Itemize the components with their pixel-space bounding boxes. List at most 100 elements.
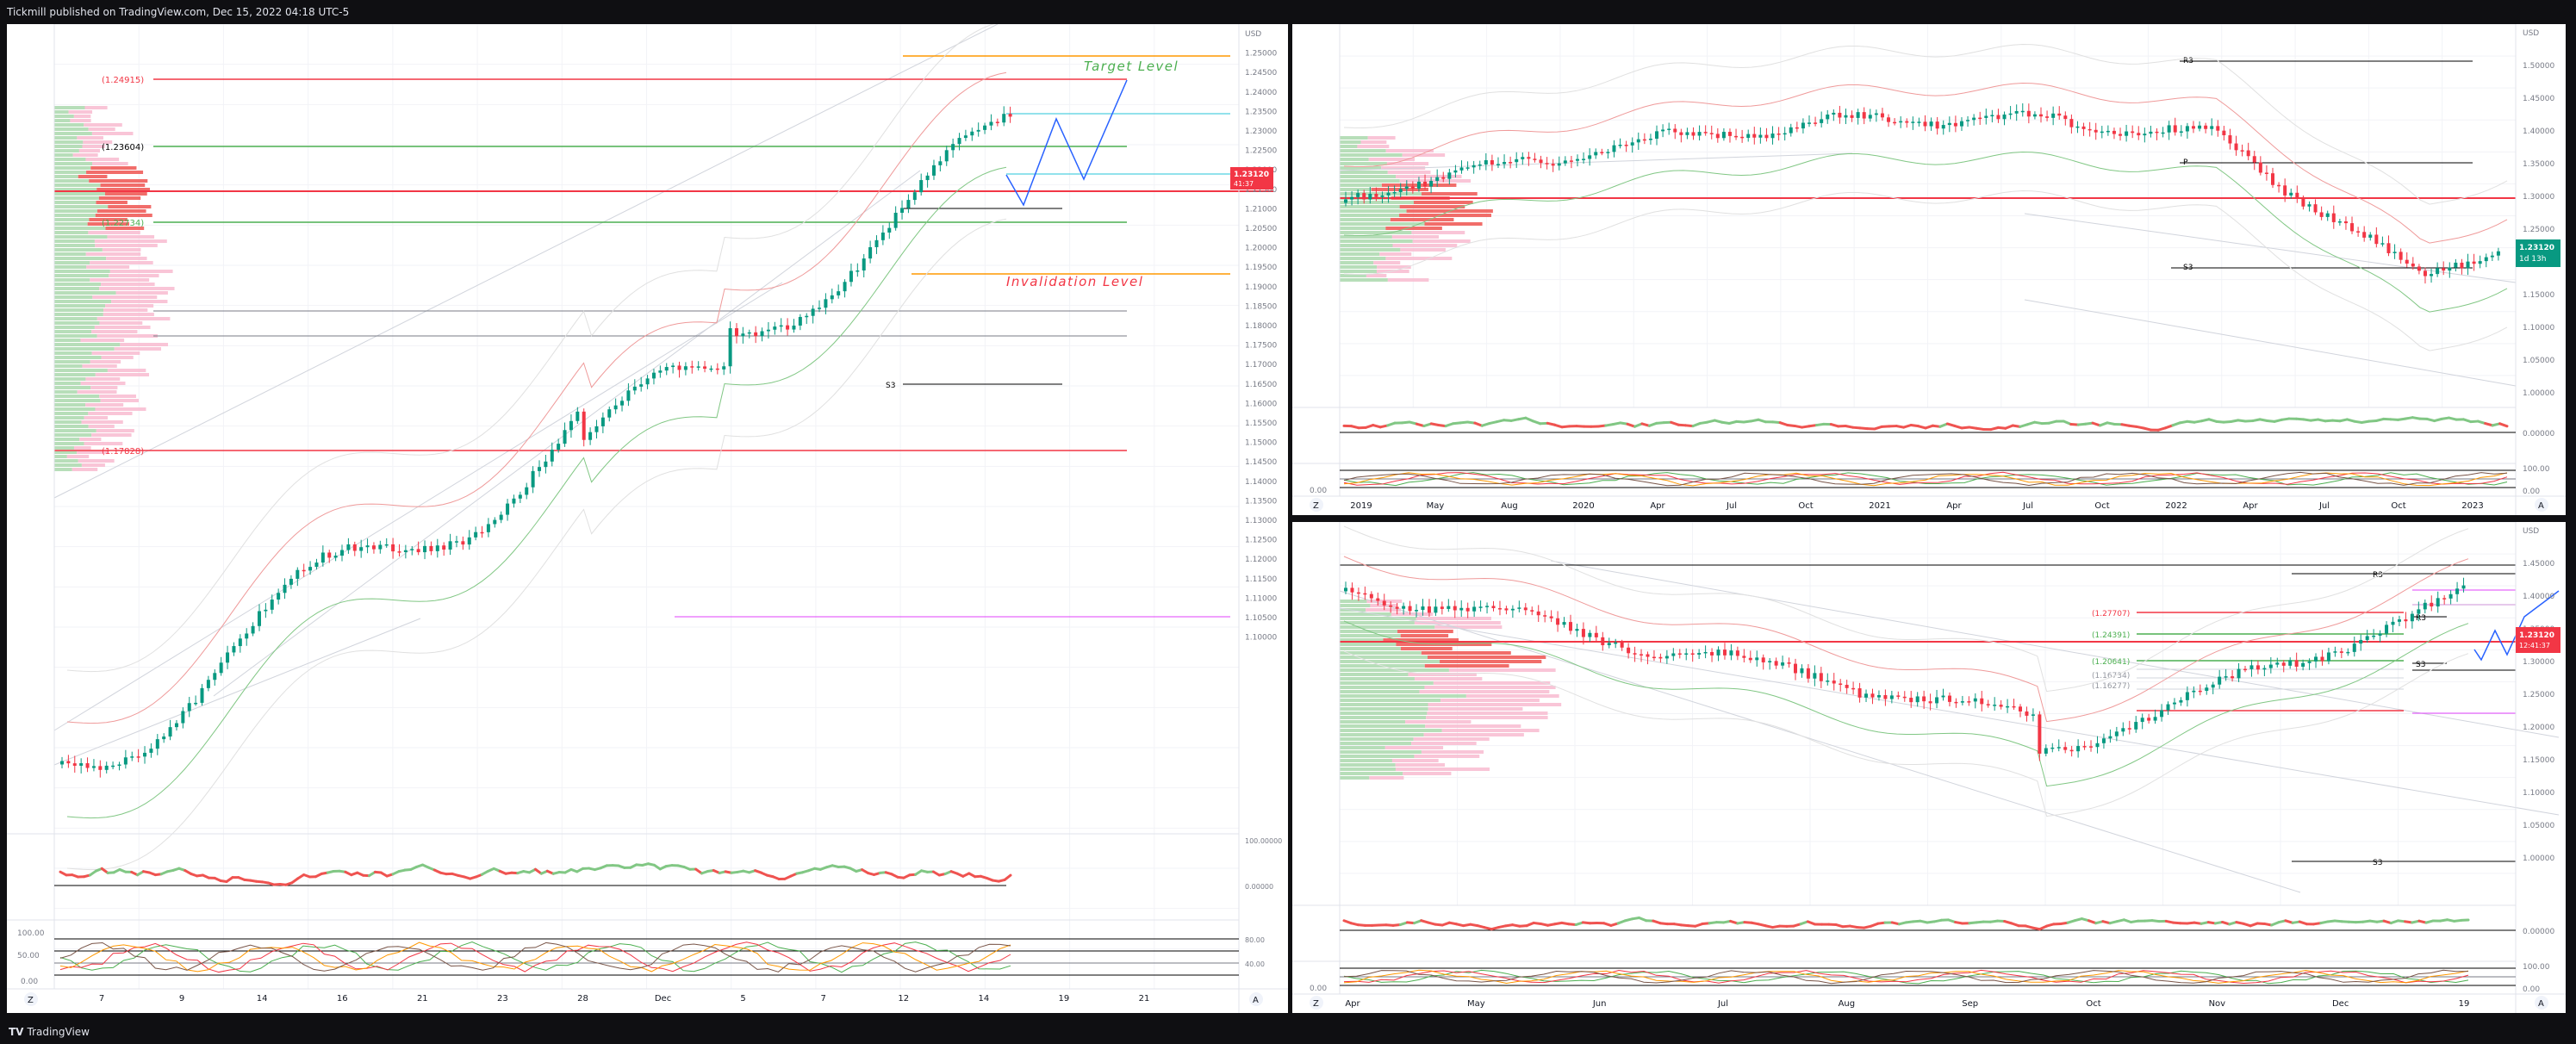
top-right-auto-button[interactable] xyxy=(2535,498,2548,512)
volume-profile-bar-down xyxy=(1384,746,1444,749)
volume-profile-bar-down xyxy=(106,257,147,260)
price-axis-label: 1.40000 xyxy=(2523,593,2554,601)
volume-profile-bar-up xyxy=(54,455,67,458)
candle-body xyxy=(1549,616,1553,618)
stochastic-line xyxy=(59,941,1011,973)
bottom-right-level-label-4: (1.16734) xyxy=(2092,672,2130,680)
candle-body xyxy=(1909,698,1913,703)
volume-profile-bar-up xyxy=(54,106,85,109)
candle-body xyxy=(887,227,892,233)
volume-profile-bar-down xyxy=(103,308,148,312)
volume-profile-bar-up xyxy=(1340,690,1420,693)
volume-profile-bar-up xyxy=(54,412,89,415)
volume-profile-bar-up xyxy=(1340,703,1428,706)
volume-profile-bar-down xyxy=(1390,218,1454,221)
candle-body xyxy=(1832,112,1836,115)
volume-profile-bar-down xyxy=(104,192,147,196)
left-osc2-left-50: 50.00 xyxy=(17,952,40,960)
volume-profile-bar-down xyxy=(66,455,90,458)
volume-profile-bar-down xyxy=(1373,261,1401,264)
candle-body xyxy=(371,545,376,550)
candle-body xyxy=(461,541,465,545)
candle-body xyxy=(378,544,383,550)
volume-profile-bar-up xyxy=(1340,158,1369,161)
candle-body xyxy=(1515,158,1519,163)
oscillator-segment xyxy=(1691,421,1702,428)
volume-profile-bar-up xyxy=(54,162,92,165)
volume-profile-bar-down xyxy=(84,442,123,445)
volume-profile-bar-up xyxy=(1340,604,1371,607)
candle-body xyxy=(2147,718,2151,721)
volume-profile-bar-down xyxy=(89,179,148,183)
candle-body xyxy=(1368,193,1372,200)
price-axis-label: 1.12000 xyxy=(1245,556,1277,564)
candle-body xyxy=(2081,126,2086,129)
left-zoom-button[interactable] xyxy=(24,992,38,1006)
candle-body xyxy=(2372,635,2376,637)
time-axis-label: May xyxy=(1427,501,1445,511)
candle-body xyxy=(1569,160,1573,162)
candle-body xyxy=(658,370,663,373)
candle-body xyxy=(2352,643,2356,652)
candle-body xyxy=(1398,189,1403,193)
candle-body xyxy=(1543,615,1547,617)
bottom-right-zoom-button[interactable] xyxy=(1310,996,1323,1010)
volume-profile-bar-up xyxy=(54,140,84,144)
volume-profile-bar-up xyxy=(1340,612,1391,616)
oscillator-segment xyxy=(1938,422,1949,428)
volume-profile-bar-down xyxy=(1391,235,1440,239)
candle-body xyxy=(1755,657,1759,661)
bottom-right-chart-panel[interactable]: (1.27707) (1.24391) (1.20641) (1.16734) … xyxy=(1292,522,2566,1013)
volume-profile-bar-down xyxy=(1366,608,1402,612)
candle-body xyxy=(1374,193,1378,197)
price-axis-label: 1.15000 xyxy=(2523,291,2554,300)
bottom-right-auto-button[interactable] xyxy=(2535,996,2548,1010)
candle-body xyxy=(664,367,669,371)
left-time-axis[interactable]: 7 9 14 16 21 23 28 Dec 5 7 12 14 19 21 xyxy=(99,994,1150,1004)
tradingview-logo[interactable]: TV TradingView xyxy=(9,1020,90,1044)
candle-body xyxy=(2288,660,2293,666)
price-axis-label: 1.30000 xyxy=(2523,658,2554,667)
time-axis-label: 16 xyxy=(337,994,348,1004)
candle-body xyxy=(1356,592,1360,594)
volume-profile-bar-down xyxy=(77,451,109,454)
volume-profile-bar-down xyxy=(1441,729,1540,732)
candle-body xyxy=(365,545,370,548)
volume-profile-bar-up xyxy=(54,373,96,376)
bottom-right-oscillator-2-lines xyxy=(1340,967,2516,986)
candle-body xyxy=(843,282,847,292)
candle-body xyxy=(1740,136,1745,139)
volume-profile-bar-up xyxy=(54,274,109,277)
volume-profile-bar-down xyxy=(91,351,140,355)
candle-body xyxy=(289,578,293,585)
left-osc2-axis-top: 80.00 xyxy=(1245,936,1265,944)
candle-body xyxy=(2198,125,2202,129)
candle-body xyxy=(1671,653,1676,656)
candle-body xyxy=(2294,660,2299,667)
candle-body xyxy=(2050,747,2055,749)
price-axis-label: 1.13500 xyxy=(1245,497,1277,506)
candle-body xyxy=(709,368,713,370)
price-axis-label: 1.23500 xyxy=(1245,108,1277,116)
ribbon-line xyxy=(1343,525,2469,693)
candle-body xyxy=(2442,268,2446,271)
candle-body xyxy=(1588,632,1592,637)
top-right-chart-panel[interactable]: R3 S3 P USD 1.50000 1.45000 1.40000 1.35000 1… xyxy=(1292,24,2566,515)
top-right-time-axis[interactable]: 2019 May Aug 2020 Apr Jul Oct 2021 Apr Jul Oct 2022… xyxy=(1350,501,2483,511)
candle-body xyxy=(1527,157,1531,159)
candle-body xyxy=(2417,266,2421,271)
left-chart-panel[interactable]: (1.24915) (1.23604) (1.22734) (1.17828) … xyxy=(7,24,1288,1013)
candle-body xyxy=(1447,172,1452,179)
left-auto-button[interactable] xyxy=(1249,992,1263,1006)
bottom-right-time-axis[interactable]: Apr May Jun Jul Aug Sep Oct Nov Dec 19 xyxy=(1345,999,2469,1009)
candle-body xyxy=(2166,704,2170,711)
candle-body xyxy=(2365,636,2369,640)
top-right-zoom-button[interactable] xyxy=(1310,498,1323,512)
volume-profile-bar-down xyxy=(77,136,103,140)
candle-body xyxy=(1440,606,1444,609)
candle-body xyxy=(2076,746,2081,752)
candle-body xyxy=(2179,131,2183,134)
time-axis-label: 14 xyxy=(978,994,989,1004)
candle-body xyxy=(2410,613,2414,622)
volume-profile-bar-up xyxy=(54,119,71,122)
